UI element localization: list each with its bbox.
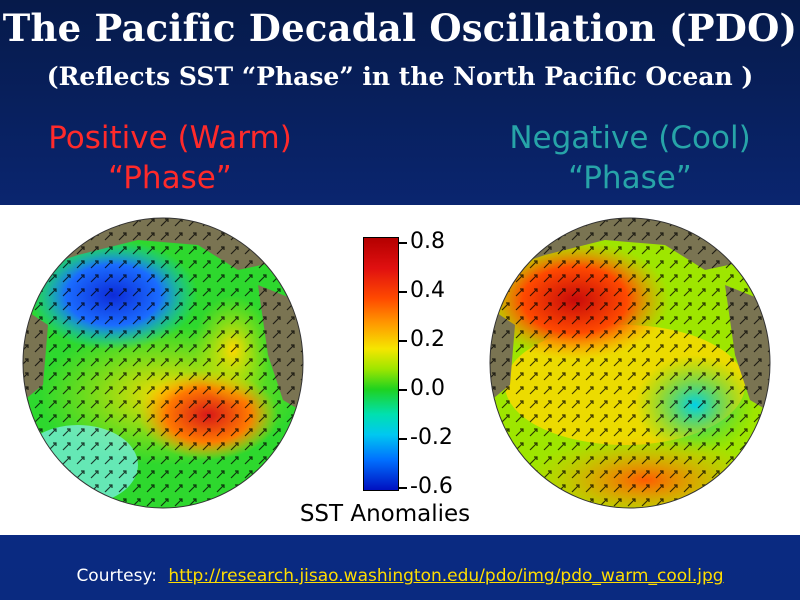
colorbar-tick-label: 0.2 [410,327,445,352]
courtesy-footer: Courtesy: http://research.jisao.washingt… [0,566,800,586]
colorbar-tick [399,242,407,244]
colorbar-tick [399,389,407,391]
colorbar-tick-label: 0.0 [410,376,445,401]
positive-phase-line1: Positive (Warm) [48,120,292,156]
colorbar-tick-label: 0.8 [410,229,445,254]
page-title: The Pacific Decadal Oscillation (PDO) [2,6,798,50]
source-link[interactable]: http://research.jisao.washington.edu/pdo… [168,566,724,586]
page-subtitle: (Reflects SST “Phase” in the North Pacif… [46,62,754,91]
courtesy-label: Courtesy: [76,566,158,586]
sst-colorbar [363,237,399,491]
colorbar-tick-label: 0.4 [410,278,445,303]
colorbar-label: SST Anomalies [299,501,471,527]
positive-phase-line2: “Phase” [108,160,232,196]
sst-figure-panel: 0.8 0.4 0.2 0.0 -0.2 -0.6 SST Anomalies [0,205,800,535]
positive-phase-label: Positive (Warm) “Phase” [20,118,320,198]
negative-phase-line1: Negative (Cool) [509,120,751,156]
colorbar-tick [399,340,407,342]
warm-phase-globe [22,217,304,509]
colorbar-tick-label: -0.6 [410,474,453,499]
negative-phase-label: Negative (Cool) “Phase” [480,118,780,198]
cool-phase-globe [489,217,771,509]
colorbar-tick [399,291,407,293]
colorbar-tick [399,487,407,489]
colorbar-tick [399,438,407,440]
colorbar-tick-label: -0.2 [410,425,453,450]
negative-phase-line2: “Phase” [568,160,692,196]
